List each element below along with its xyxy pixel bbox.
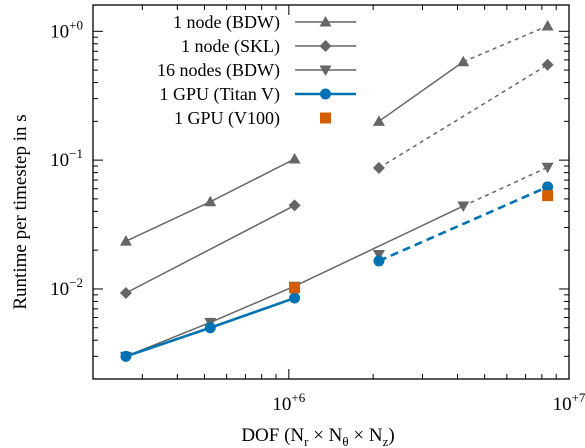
circle-marker <box>289 292 301 304</box>
square-marker <box>542 190 554 202</box>
circle-marker <box>120 350 132 362</box>
legend-label: 1 GPU (V100) <box>174 108 280 129</box>
triangle-marker <box>457 55 470 67</box>
diamond-marker <box>119 287 132 300</box>
y-tick-label: 10−1 <box>50 146 83 171</box>
circle-marker <box>204 322 216 334</box>
legend-label: 1 node (SKL) <box>181 36 280 57</box>
triangle-marker <box>541 162 554 174</box>
circle-marker <box>373 255 385 267</box>
x-axis-label: DOF (Nr × Nθ × Nz) <box>241 425 394 448</box>
triangle-marker <box>119 235 132 246</box>
triangle-marker <box>372 250 385 261</box>
series-dashed-line <box>378 185 549 263</box>
x-tick-label: 10+7 <box>553 390 585 415</box>
square-marker <box>289 282 301 294</box>
series-4 <box>289 190 554 294</box>
square-marker <box>320 112 331 124</box>
series-line <box>294 205 464 287</box>
diamond-marker <box>541 58 554 71</box>
series-line <box>209 296 296 329</box>
diamond-marker <box>288 199 301 212</box>
triangle-marker <box>319 65 332 76</box>
y-axis-label: Runtime per timestep in s <box>10 114 31 309</box>
series-line <box>209 285 295 324</box>
triangle-marker <box>457 201 470 213</box>
legend-label: 1 node (BDW) <box>173 12 280 33</box>
triangle-marker <box>541 19 554 31</box>
triangle-marker <box>372 115 385 126</box>
triangle-marker <box>204 195 217 207</box>
series-line <box>125 204 295 294</box>
series-line <box>209 158 295 203</box>
series-0 <box>119 19 554 246</box>
y-tick-label: 10−2 <box>50 275 83 300</box>
series-dashed-line <box>462 25 548 63</box>
series-line <box>125 326 211 358</box>
triangle-marker <box>319 16 332 27</box>
y-tick-label: 10+0 <box>50 17 83 42</box>
series-3 <box>120 181 554 362</box>
circle-marker <box>542 181 554 193</box>
x-tick-label: 10+6 <box>272 390 305 415</box>
series-dashed-line <box>378 64 549 169</box>
series-line <box>125 201 211 242</box>
plot-frame-group: 10+6 10+7 10+0 10−1 10−2 <box>50 4 585 415</box>
plot-frame <box>92 4 570 380</box>
legend-label: 1 GPU (Titan V) <box>159 84 280 105</box>
series-1 <box>119 58 554 300</box>
diamond-marker <box>319 40 332 52</box>
series-group <box>119 19 554 363</box>
series-line <box>378 61 464 122</box>
series-dashed-line <box>462 166 548 207</box>
legend: 1 node (BDW) 1 node (SKL) 16 nodes (BDW) 1 … <box>157 12 356 129</box>
legend-label: 16 nodes (BDW) <box>157 60 280 81</box>
triangle-marker <box>288 153 301 164</box>
diamond-marker <box>372 161 385 174</box>
circle-marker <box>320 88 331 100</box>
